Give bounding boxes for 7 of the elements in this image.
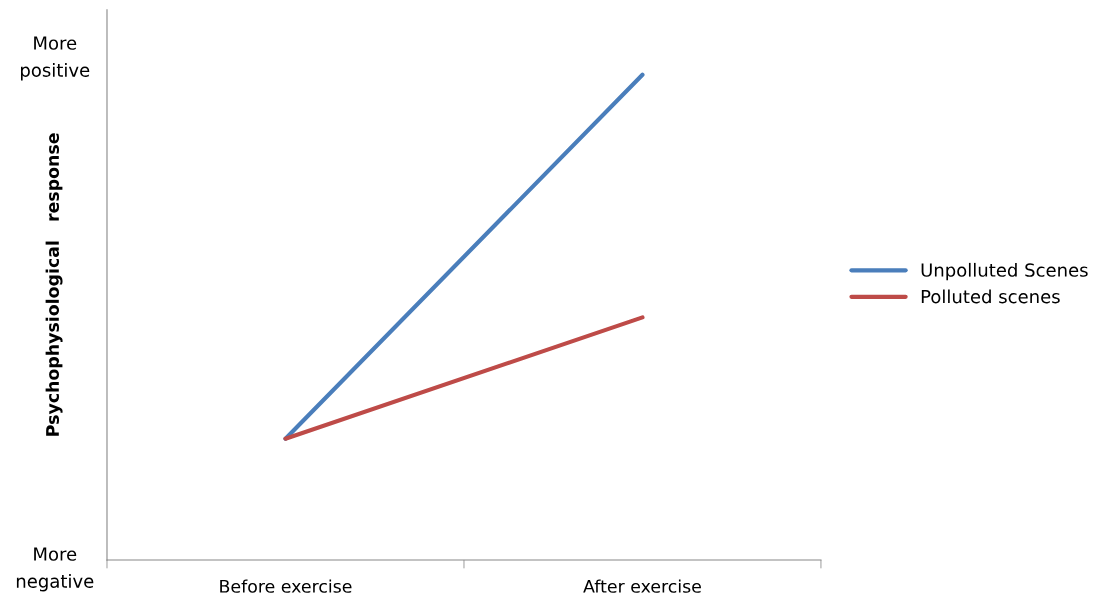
legend-label: Unpolluted Scenes xyxy=(921,262,1088,281)
text: More negative xyxy=(16,547,94,592)
legend-label: Polluted scenes xyxy=(921,289,1060,304)
x-tick-label: Before exercise xyxy=(220,579,352,593)
text: More positive xyxy=(21,36,90,81)
y-axis-title: Psychophysiological response xyxy=(45,133,63,436)
x-tick-label: After exercise xyxy=(583,579,701,593)
